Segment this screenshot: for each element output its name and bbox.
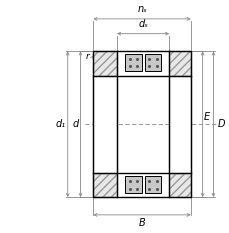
Text: dₛ: dₛ	[138, 19, 147, 29]
Text: D: D	[216, 119, 224, 129]
Bar	[93, 51, 117, 76]
Bar	[144, 54, 161, 71]
Bar	[168, 76, 190, 172]
Bar	[93, 172, 117, 197]
Bar	[93, 172, 117, 197]
Text: B: B	[138, 218, 145, 228]
Bar	[144, 176, 161, 193]
Text: d: d	[72, 119, 78, 129]
Bar	[93, 51, 117, 76]
Bar	[168, 51, 190, 76]
Text: E: E	[203, 112, 209, 122]
Text: nₛ: nₛ	[137, 4, 146, 14]
Bar	[168, 51, 190, 76]
Bar	[124, 176, 141, 193]
Bar	[93, 51, 190, 197]
Bar	[168, 172, 190, 197]
Text: d₁: d₁	[55, 119, 65, 129]
Text: r: r	[85, 52, 89, 61]
Bar	[168, 172, 190, 197]
Bar	[93, 76, 117, 172]
Bar	[124, 54, 141, 71]
